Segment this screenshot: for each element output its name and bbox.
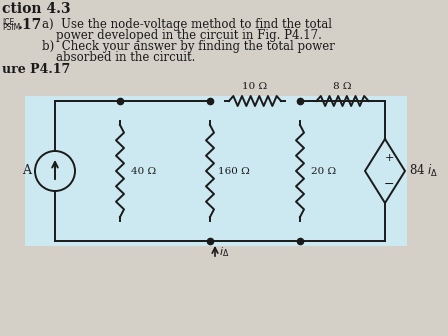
Text: −: − bbox=[384, 177, 394, 191]
Text: 8 Ω: 8 Ω bbox=[333, 82, 352, 91]
Text: absorbed in the circuit.: absorbed in the circuit. bbox=[56, 51, 195, 64]
Text: 20 Ω: 20 Ω bbox=[311, 167, 336, 175]
Text: ction 4.3: ction 4.3 bbox=[2, 2, 71, 16]
Text: 160 Ω: 160 Ω bbox=[218, 167, 250, 175]
Text: PSIM: PSIM bbox=[2, 23, 20, 32]
Text: A: A bbox=[22, 165, 31, 177]
Text: ICE: ICE bbox=[2, 18, 14, 27]
Text: 40 Ω: 40 Ω bbox=[131, 167, 156, 175]
Text: .17: .17 bbox=[18, 18, 42, 32]
Text: 10 Ω: 10 Ω bbox=[242, 82, 267, 91]
FancyBboxPatch shape bbox=[25, 96, 407, 246]
Text: ure P4.17: ure P4.17 bbox=[2, 63, 70, 76]
Text: b)  Check your answer by finding the total power: b) Check your answer by finding the tota… bbox=[42, 40, 335, 53]
Text: power developed in the circuit in Fig. P4.17.: power developed in the circuit in Fig. P… bbox=[56, 29, 322, 42]
Text: 84 $i_\Delta$: 84 $i_\Delta$ bbox=[409, 163, 439, 179]
Text: $i_\Delta$: $i_\Delta$ bbox=[219, 245, 229, 259]
Text: +: + bbox=[384, 153, 394, 163]
Text: a)  Use the node-voltage method to find the total: a) Use the node-voltage method to find t… bbox=[42, 18, 332, 31]
